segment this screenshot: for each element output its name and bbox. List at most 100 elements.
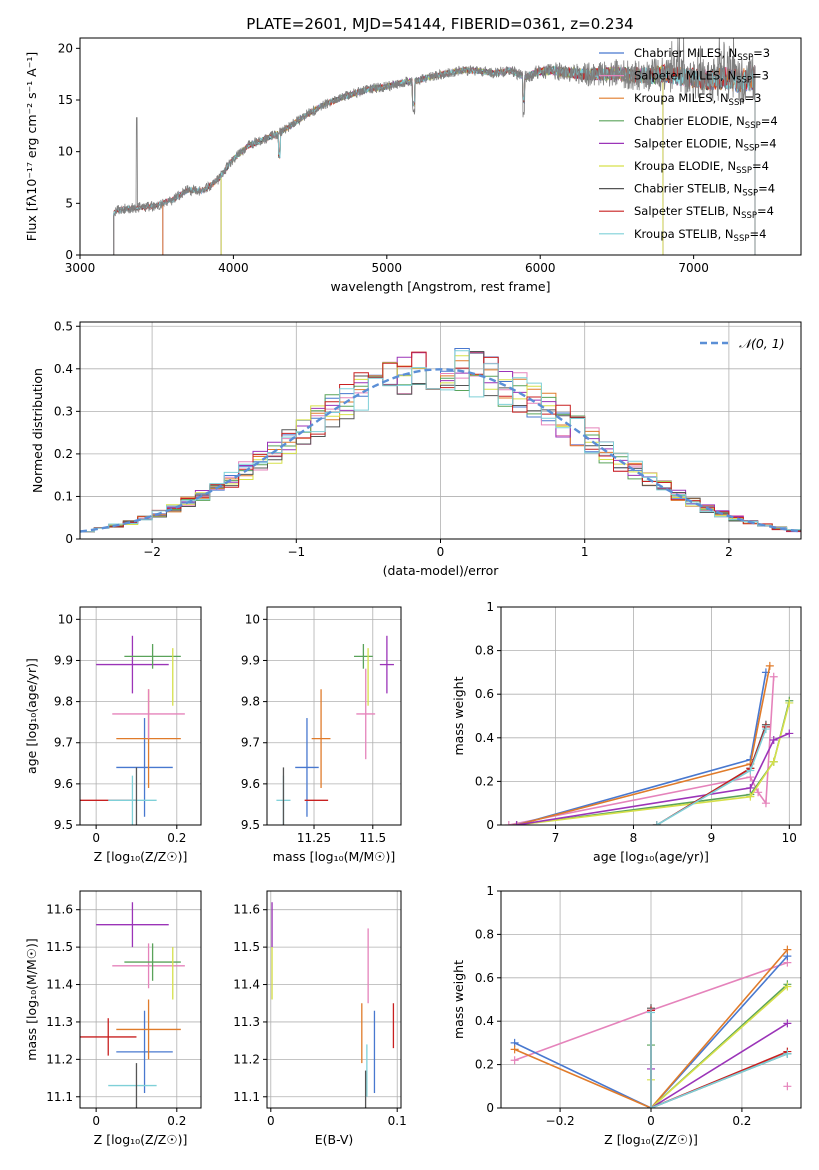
axes-frame (79, 890, 202, 1109)
y-tick-label: 9.8 (241, 695, 260, 709)
residual-legend: 𝒩(0, 1) (700, 336, 785, 351)
weight-line (650, 1022, 788, 1108)
axes-weight-vs-Z: −0.2 0 0.2 0 0.2 0.4 0.6 0.8 1 Z [log₁₀(Z/Z☉)] mas… (451, 884, 802, 1147)
panel-weight-vs-age: 7 8 9 10 0 0.2 0.4 0.6 0.8 1 age [log₁₀(age/yr)] ma… (451, 600, 802, 864)
legend-label-sub: SSP (729, 98, 745, 108)
y-tick-label: 5 (65, 196, 73, 210)
y-tick-label: 11.6 (233, 903, 260, 917)
y-tick-label: 0 (65, 248, 73, 262)
axes-frame (500, 606, 802, 826)
axes-age-vs-Z: 0 0.2 9.5 9.6 9.7 9.8 9.9 10 Z [log₁₀(Z/Z☉)] age … (24, 606, 202, 864)
plot-area-weight-vs-age (504, 661, 794, 825)
x-tick-label: 9 (708, 831, 716, 845)
y-tick-label: 11.2 (233, 1052, 260, 1066)
y-tick-label: 11.1 (46, 1090, 73, 1104)
weight-marker (769, 672, 778, 681)
weight-marker (783, 1082, 792, 1091)
x-tick-label: 0.2 (167, 831, 186, 845)
y-tick-label: 11.5 (46, 940, 73, 954)
legend-label-name: Chabrier MILES, N (634, 46, 737, 60)
weight-marker (754, 788, 763, 797)
residual-histogram (80, 351, 801, 533)
weight-series (647, 982, 792, 1108)
weight-marker (510, 1045, 519, 1054)
legend-label-sub: SSP (742, 189, 758, 199)
legend-label-suffix: =3 (752, 69, 769, 83)
x-tick-label: 3000 (65, 261, 96, 275)
weight-line (514, 949, 789, 1108)
residual-histogram (80, 351, 801, 533)
panel-age-vs-mass: 11.25 11.5 9.5 9.6 9.7 9.8 9.9 10 mass [log₁₀(M/… (241, 606, 402, 864)
weight-marker (765, 661, 774, 670)
weight-line (650, 985, 788, 1108)
legend-label: 𝒩(0, 1) (739, 336, 785, 351)
x-tick-label: 0 (92, 831, 100, 845)
legend-label-name: Salpeter MILES, N (634, 69, 736, 83)
weight-marker (783, 945, 792, 954)
error-bar-point (116, 999, 181, 1060)
x-tick-label: 8 (630, 831, 638, 845)
y-tick-label: 0.2 (475, 774, 494, 788)
y-axis-label: Flux [fλ10⁻¹⁷ erg cm⁻² s⁻¹ A⁻¹] (24, 52, 39, 241)
y-tick-label: 9.7 (241, 736, 260, 750)
weight-marker (512, 821, 521, 825)
x-tick-label: 10 (782, 831, 797, 845)
y-tick-label: 9.8 (54, 695, 73, 709)
legend-label-name: Salpeter ELODIE, N (634, 136, 744, 150)
error-bar-point (116, 1010, 173, 1094)
y-tick-label: 9.6 (241, 777, 260, 791)
weight-marker (652, 821, 661, 825)
x-tick-label: −2 (143, 545, 161, 559)
weight-marker (783, 982, 792, 991)
panel-mass-vs-ebv: 0 0.1 11.1 11.2 11.3 11.4 11.5 11.6 E(B-V) (233, 890, 407, 1147)
x-tick-label: 2 (725, 545, 733, 559)
error-bar-point (295, 718, 319, 817)
y-tick-label: 11.2 (46, 1052, 73, 1066)
legend-label: Kroupa ELODIE, NSSP=4 (634, 159, 769, 176)
x-tick-label: 0 (267, 1114, 275, 1128)
y-tick-label: 0.6 (475, 687, 494, 701)
x-axis-label: Z [log₁₀(Z/Z☉)] (94, 849, 188, 864)
y-tick-label: 9.5 (54, 818, 73, 832)
y-tick-label: 11.3 (46, 1015, 73, 1029)
figure-title: PLATE=2601, MJD=54144, FIBERID=0361, z=0… (246, 15, 633, 33)
error-bar-point (108, 775, 157, 825)
legend-label-sub: SSP (744, 143, 760, 153)
weight-marker (783, 1019, 792, 1028)
x-tick-label: −1 (287, 545, 305, 559)
error-bar-point (124, 644, 181, 669)
legend-label-suffix: =4 (752, 159, 769, 173)
y-tick-label: 0 (65, 532, 73, 546)
y-axis-label: mass weight (451, 676, 466, 755)
y-tick-label: 10 (58, 612, 73, 626)
error-bar-point (96, 635, 169, 694)
y-tick-label: 11.4 (46, 978, 73, 992)
y-tick-label: 9.6 (54, 777, 73, 791)
legend-label-sub: SSP (741, 211, 757, 221)
axes-spectrum: 3000 4000 5000 6000 7000 0 5 10 15 20 wavelength [… (24, 37, 802, 294)
weight-line (650, 1010, 788, 1108)
y-tick-label: 0.5 (54, 319, 73, 333)
weight-marker (647, 1008, 655, 1017)
y-tick-label: 0.4 (475, 731, 494, 745)
y-tick-label: 0.2 (475, 1058, 494, 1072)
legend-label: Salpeter ELODIE, NSSP=4 (634, 136, 777, 153)
normal-curve (80, 368, 801, 533)
weight-line (650, 1012, 788, 1108)
legend-label-name: Kroupa ELODIE, N (634, 159, 736, 173)
weight-marker (647, 1104, 655, 1108)
weight-line (516, 732, 790, 825)
x-tick-label: 0.2 (167, 1114, 186, 1128)
weight-marker (761, 799, 770, 808)
model-spectrum-line (220, 65, 664, 255)
y-tick-label: 11.1 (233, 1090, 260, 1104)
error-bar-point (112, 689, 185, 739)
x-axis-label: age [log₁₀(age/yr)] (593, 849, 709, 864)
y-tick-label: 9.9 (241, 653, 260, 667)
legend-label: Kroupa MILES, NSSP=3 (634, 91, 761, 108)
x-tick-label: 5000 (372, 261, 403, 275)
x-tick-label: 0 (92, 1114, 100, 1128)
error-bar-point (356, 668, 376, 760)
y-axis-label: mass [log₁₀(M/M☉)] (24, 938, 39, 1060)
